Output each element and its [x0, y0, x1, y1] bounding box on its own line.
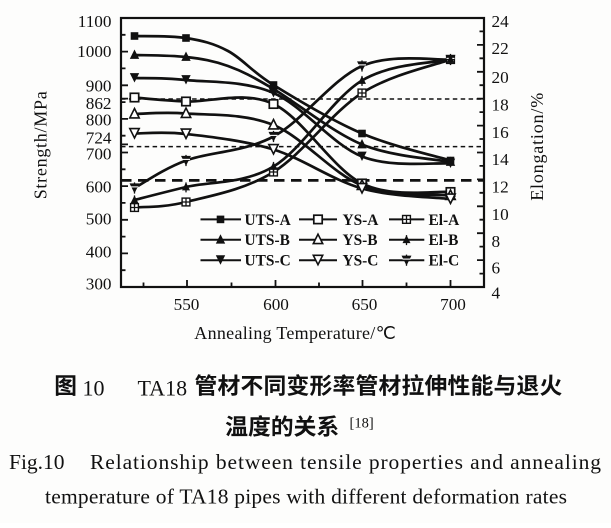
- svg-text:temperature of TA18 pipes with: temperature of TA18 pipes with different…: [45, 485, 567, 509]
- svg-text:El-B: El-B: [429, 232, 459, 249]
- svg-text:300: 300: [86, 275, 112, 294]
- svg-text:22: 22: [492, 39, 509, 58]
- svg-text:10: 10: [492, 205, 509, 224]
- svg-text:YS-A: YS-A: [343, 212, 379, 229]
- svg-text:4: 4: [492, 284, 501, 303]
- svg-text:Elongation/%: Elongation/%: [527, 93, 547, 201]
- svg-text:400: 400: [86, 243, 112, 262]
- svg-text:14: 14: [492, 150, 510, 169]
- svg-text:YS-C: YS-C: [343, 253, 379, 270]
- svg-text:El-C: El-C: [429, 253, 460, 270]
- svg-text:700: 700: [440, 295, 466, 314]
- svg-text:Annealing Temperature/℃: Annealing Temperature/℃: [194, 323, 395, 343]
- svg-text:8: 8: [492, 232, 501, 251]
- svg-text:650: 650: [352, 295, 378, 314]
- svg-text:1100: 1100: [78, 12, 112, 31]
- svg-text:724: 724: [86, 129, 112, 148]
- svg-text:12: 12: [492, 177, 509, 196]
- svg-text:700: 700: [86, 145, 112, 164]
- svg-text:900: 900: [86, 77, 112, 96]
- svg-text:800: 800: [86, 111, 112, 130]
- svg-text:UTS-B: UTS-B: [245, 232, 290, 249]
- svg-text:10: 10: [83, 375, 105, 400]
- svg-text:TA18: TA18: [138, 375, 188, 400]
- svg-text:UTS-A: UTS-A: [245, 212, 291, 229]
- svg-text:UTS-C: UTS-C: [245, 253, 291, 270]
- svg-text:6: 6: [492, 258, 501, 277]
- svg-text:YS-B: YS-B: [343, 232, 378, 249]
- svg-text:Relationship between tensile p: Relationship between tensile properties …: [90, 450, 601, 474]
- svg-text:16: 16: [492, 123, 510, 142]
- svg-text:600: 600: [86, 178, 112, 197]
- svg-text:862: 862: [86, 94, 112, 113]
- svg-text:1000: 1000: [77, 42, 111, 61]
- svg-text:Fig.10: Fig.10: [9, 450, 65, 474]
- svg-text:[18]: [18]: [350, 416, 374, 432]
- svg-text:500: 500: [86, 210, 112, 229]
- svg-text:24: 24: [492, 12, 510, 31]
- svg-text:600: 600: [263, 295, 289, 314]
- svg-text:20: 20: [492, 68, 509, 87]
- svg-text:18: 18: [492, 95, 509, 114]
- svg-text:550: 550: [174, 295, 200, 314]
- svg-text:Strength/MPa: Strength/MPa: [31, 91, 51, 199]
- svg-text:El-A: El-A: [429, 212, 460, 229]
